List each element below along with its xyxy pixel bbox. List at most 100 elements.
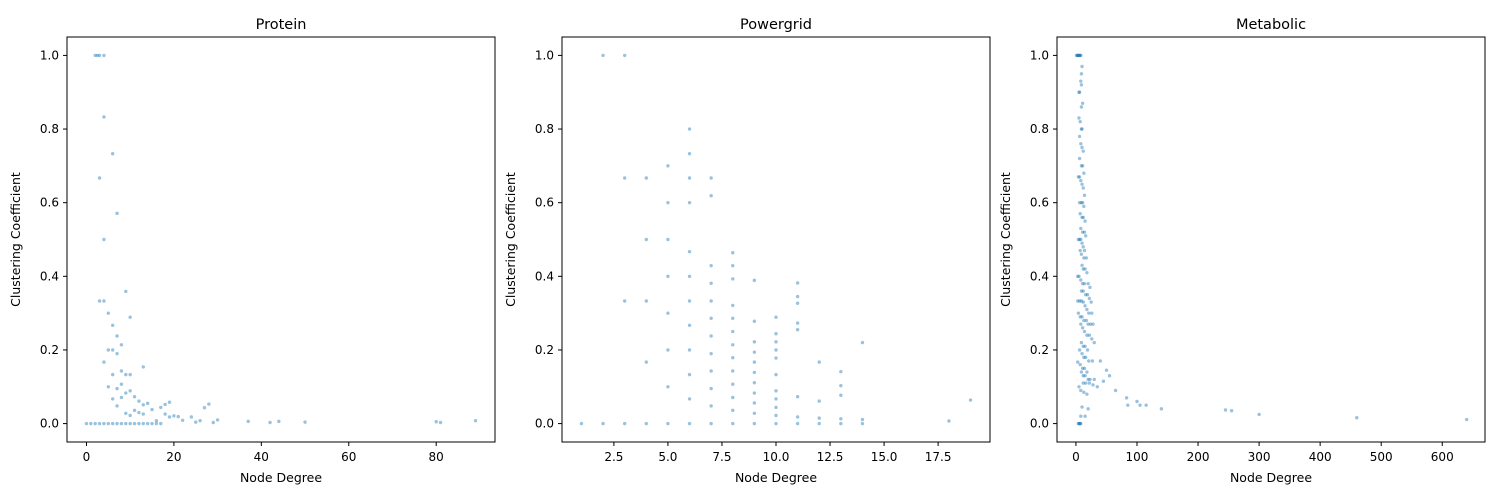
metabolic-data-point xyxy=(1079,421,1083,426)
metabolic-data-point xyxy=(1098,359,1103,363)
metabolic-data-point xyxy=(1082,318,1086,323)
protein-data-point xyxy=(150,407,154,412)
protein-data-point xyxy=(95,53,100,58)
metabolic-data-point xyxy=(1081,300,1085,304)
powergrid-y-tick-label: 0.0 xyxy=(535,417,554,431)
protein-data-point xyxy=(97,421,102,426)
metabolic-data-point xyxy=(1080,263,1084,267)
metabolic-data-point xyxy=(1084,234,1088,238)
powergrid-data-point xyxy=(709,351,713,356)
protein-data-point xyxy=(150,421,154,426)
metabolic-data-point xyxy=(1076,53,1081,58)
powergrid-data-point xyxy=(731,382,735,386)
powergrid-data-point xyxy=(687,323,692,327)
metabolic-data-point xyxy=(1079,79,1083,83)
powergrid-y-tick-label: 0.4 xyxy=(535,269,554,283)
powergrid-data-point xyxy=(731,329,735,334)
powergrid-data-point xyxy=(860,417,865,422)
metabolic-data-point xyxy=(1077,348,1082,352)
powergrid-data-point xyxy=(839,421,843,426)
metabolic-data-point xyxy=(1076,175,1081,179)
powergrid-data-point xyxy=(774,421,778,426)
protein-data-point xyxy=(119,421,124,426)
metabolic-data-point xyxy=(1076,274,1080,279)
metabolic-data-point xyxy=(1081,374,1085,378)
metabolic-data-point xyxy=(1124,396,1129,400)
metabolic-data-point xyxy=(1076,299,1080,303)
metabolic-data-point xyxy=(1126,403,1130,407)
powergrid-data-point xyxy=(795,415,800,419)
metabolic-data-point xyxy=(1082,390,1086,394)
metabolic-data-point xyxy=(1079,53,1083,58)
protein-data-point xyxy=(115,421,119,426)
powergrid-data-point xyxy=(709,299,713,303)
metabolic-data-point xyxy=(1081,289,1085,293)
metabolic-data-point xyxy=(1082,248,1087,253)
metabolic-data-point xyxy=(1077,175,1082,179)
powergrid-data-point xyxy=(839,383,843,388)
powergrid-data-point xyxy=(795,301,800,305)
metabolic-data-point xyxy=(1074,53,1079,58)
powergrid-y-axis-label: Clustering Coefficient xyxy=(503,172,518,307)
powergrid-data-point xyxy=(709,193,713,198)
metabolic-data-point xyxy=(1077,116,1081,120)
protein-data-point xyxy=(167,415,172,419)
protein-data-point xyxy=(154,421,159,426)
powergrid-data-point xyxy=(795,281,800,285)
protein-data-point xyxy=(102,299,106,303)
protein-data-point xyxy=(163,402,167,407)
powergrid-data-point xyxy=(752,370,757,375)
metabolic-data-point xyxy=(1077,134,1082,139)
powergrid-data-point xyxy=(687,348,692,352)
metabolic-data-point xyxy=(1085,370,1089,374)
metabolic-data-point xyxy=(1077,421,1081,426)
powergrid-data-point xyxy=(622,176,627,180)
protein-data-point xyxy=(167,400,172,404)
powergrid-data-point xyxy=(666,348,670,352)
protein-data-point xyxy=(473,418,478,423)
powergrid-data-point xyxy=(731,303,735,308)
metabolic-data-point xyxy=(1081,149,1085,153)
protein-data-point xyxy=(115,404,119,408)
powergrid-data-point xyxy=(774,315,778,319)
protein-data-point xyxy=(106,385,111,389)
metabolic-data-point xyxy=(1083,267,1087,271)
metabolic-data-point xyxy=(1083,344,1087,348)
metabolic-data-point xyxy=(1082,171,1086,175)
protein-data-point xyxy=(145,421,150,426)
powergrid-data-point xyxy=(817,399,821,403)
metabolic-data-point xyxy=(1085,270,1089,275)
metabolic-data-point xyxy=(1079,72,1084,76)
metabolic-data-point xyxy=(1078,119,1082,124)
powergrid-data-point xyxy=(709,404,713,408)
metabolic-data-point xyxy=(1088,322,1093,326)
powergrid-scatter-points xyxy=(579,53,973,426)
powergrid-data-point xyxy=(666,200,670,205)
metabolic-data-point xyxy=(1079,322,1083,326)
powergrid-data-point xyxy=(687,274,692,279)
powergrid-data-point xyxy=(795,328,800,332)
protein-data-point xyxy=(106,421,111,426)
protein-data-point xyxy=(141,403,145,407)
powergrid-data-point xyxy=(817,416,821,420)
metabolic-data-point xyxy=(1113,388,1118,393)
powergrid-data-point xyxy=(579,421,584,426)
powergrid-data-point xyxy=(622,299,627,303)
powergrid-data-point xyxy=(947,419,951,423)
protein-data-point xyxy=(207,402,211,406)
protein-data-point xyxy=(115,211,119,216)
powergrid-data-point xyxy=(709,386,713,391)
metabolic-data-point xyxy=(1079,105,1084,109)
metabolic-data-point xyxy=(1088,285,1092,290)
metabolic-data-point xyxy=(1090,359,1095,363)
metabolic-data-point xyxy=(1090,311,1094,315)
powergrid-data-point xyxy=(774,340,778,344)
metabolic-data-point xyxy=(1079,388,1083,393)
protein-data-point xyxy=(137,421,141,426)
metabolic-data-point xyxy=(1079,289,1084,293)
metabolic-data-point xyxy=(1079,278,1083,282)
protein-data-point xyxy=(102,421,106,426)
protein-data-point xyxy=(246,419,250,424)
metabolic-data-point xyxy=(1077,90,1082,94)
protein-data-point xyxy=(124,372,128,377)
